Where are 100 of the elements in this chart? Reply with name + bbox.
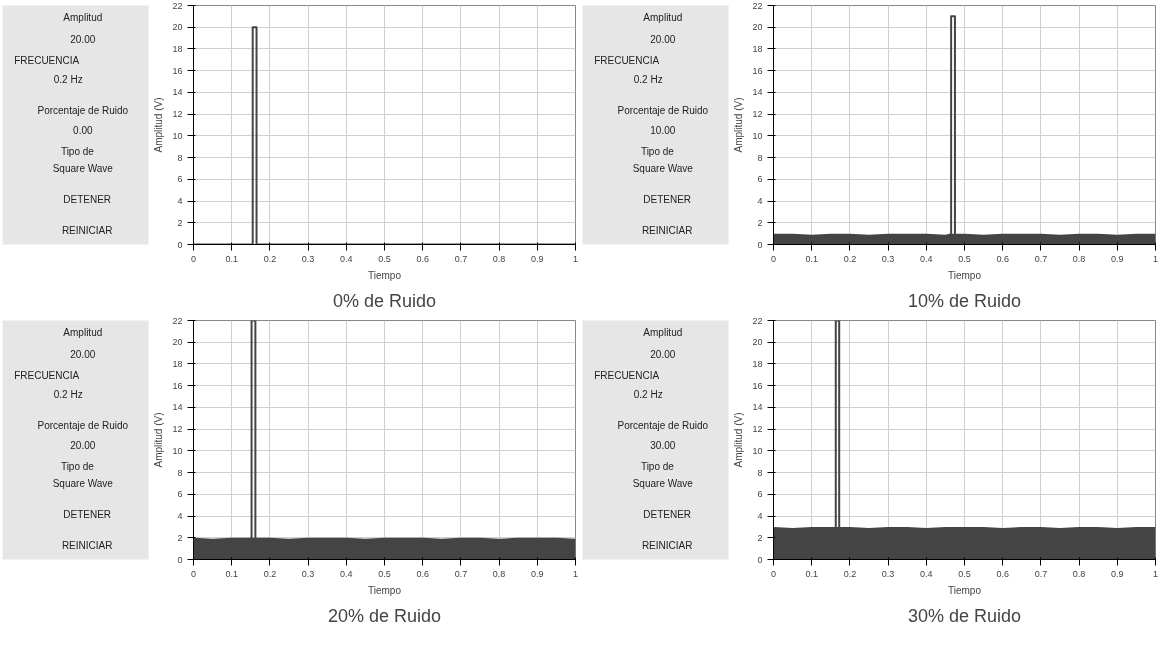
y-tick-label: 14 [752, 402, 763, 413]
y-tick-label: 16 [752, 380, 763, 391]
y-tick-label: 18 [172, 358, 183, 369]
y-tick-label: 4 [757, 511, 763, 522]
text: FRECUENCIA [594, 54, 660, 66]
y-tick-label: 20 [752, 22, 763, 33]
text: REINICIAR [61, 539, 113, 551]
text: 20.00 [650, 33, 676, 45]
x-tick-label: 0.5 [958, 568, 971, 579]
y-tick-label: 2 [177, 532, 183, 543]
text: DETENER [63, 193, 112, 205]
x-tick-label: 0.6 [996, 568, 1009, 579]
x-tick-label: 0.3 [881, 253, 895, 264]
x-tick-label: 0.7 [454, 253, 468, 264]
text: Square Wave [52, 162, 114, 174]
y-tick-label: 12 [752, 109, 763, 120]
x-tick-label: 0.2 [843, 253, 857, 264]
text: REINICIAR [641, 539, 693, 551]
y-tick-label: 0 [757, 554, 763, 565]
text: Tipo de [640, 145, 675, 157]
y-tick-label: 8 [177, 152, 183, 163]
y-tick-label: 20 [172, 337, 183, 348]
text: Square Wave [632, 477, 694, 489]
y-tick-label: 10 [752, 445, 763, 456]
text: Porcentaje de Ruido [37, 105, 129, 117]
y-tick-label: 22 [752, 0, 763, 11]
x-tick-label: 0.4 [920, 253, 933, 264]
x-tick-label: 0.5 [378, 253, 391, 264]
text: Porcentaje de Ruido [617, 420, 709, 432]
x-tick-label: 0.4 [920, 568, 933, 579]
text: 20.00 [650, 348, 676, 360]
x-tick-label: 0.3 [301, 253, 315, 264]
x-tick-label: 0.3 [301, 568, 315, 579]
x-tick-label: 0.4 [340, 568, 353, 579]
y-tick-label: 2 [177, 217, 183, 228]
x-tick-label: 0.5 [958, 253, 971, 264]
text: 0.00 [73, 124, 93, 136]
x-tick-label: 0.3 [881, 568, 895, 579]
x-tick-label: 0 [191, 568, 197, 579]
text: Tipo de [60, 460, 95, 472]
x-tick-label: 0 [771, 568, 777, 579]
y-tick-label: 2 [757, 217, 763, 228]
text: 10% de Ruido [907, 290, 1022, 311]
text: Tipo de [60, 145, 95, 157]
y-tick-label: 22 [752, 315, 763, 326]
x-tick-label: 0 [771, 253, 777, 264]
text: 20.00 [70, 439, 96, 451]
x-axis-title: Tiempo [368, 269, 402, 281]
x-tick-label: 0.8 [492, 568, 506, 579]
y-tick-label: 10 [172, 445, 183, 456]
y-axis-title: Amplitud (V) [153, 412, 165, 468]
x-tick-label: 0.2 [263, 253, 277, 264]
x-tick-label: 0.1 [805, 568, 818, 579]
text: 0.2 Hz [53, 74, 83, 86]
x-tick-label: 1 [573, 568, 579, 579]
x-tick-label: 0.7 [1034, 568, 1048, 579]
y-tick-label: 6 [757, 489, 763, 500]
x-tick-label: 0.6 [996, 253, 1009, 264]
text: DETENER [63, 508, 112, 520]
x-tick-label: 0.9 [1111, 253, 1124, 264]
y-tick-label: 18 [752, 358, 763, 369]
x-tick-label: 0 [191, 253, 197, 264]
x-tick-label: 1 [1153, 253, 1159, 264]
text: Amplitud [643, 326, 683, 338]
y-tick-label: 10 [172, 130, 183, 141]
y-axis-title: Amplitud (V) [733, 412, 745, 468]
x-tick-label: 0.6 [416, 253, 429, 264]
y-tick-label: 4 [177, 511, 183, 522]
text: 20.00 [70, 33, 96, 45]
x-tick-label: 0.5 [378, 568, 391, 579]
y-tick-label: 20 [752, 337, 763, 348]
y-tick-label: 6 [757, 174, 763, 185]
text: Amplitud [643, 11, 683, 23]
y-tick-label: 22 [172, 315, 183, 326]
text: Tipo de [640, 460, 675, 472]
text: Square Wave [52, 477, 114, 489]
y-tick-label: 18 [752, 43, 763, 54]
text: REINICIAR [641, 224, 693, 236]
x-tick-label: 0.8 [1072, 253, 1086, 264]
x-tick-label: 0.7 [1034, 253, 1048, 264]
y-tick-label: 16 [172, 380, 183, 391]
x-tick-label: 0.1 [805, 253, 818, 264]
text: 20.00 [70, 348, 96, 360]
y-axis-title: Amplitud (V) [153, 97, 165, 153]
x-tick-label: 0.8 [1072, 568, 1086, 579]
x-tick-label: 0.8 [492, 253, 506, 264]
y-tick-label: 6 [177, 174, 183, 185]
text: 30% de Ruido [907, 605, 1022, 626]
x-tick-label: 0.4 [340, 253, 353, 264]
x-tick-label: 0.9 [531, 253, 544, 264]
x-axis-title: Tiempo [368, 584, 402, 596]
text: 0.2 Hz [633, 389, 663, 401]
y-tick-label: 14 [752, 87, 763, 98]
y-tick-label: 0 [177, 239, 183, 250]
y-axis-title: Amplitud (V) [733, 97, 745, 153]
y-tick-label: 16 [172, 65, 183, 76]
text: 0.2 Hz [53, 389, 83, 401]
x-tick-label: 0.2 [843, 568, 857, 579]
y-tick-label: 12 [172, 109, 183, 120]
y-tick-label: 14 [172, 87, 183, 98]
